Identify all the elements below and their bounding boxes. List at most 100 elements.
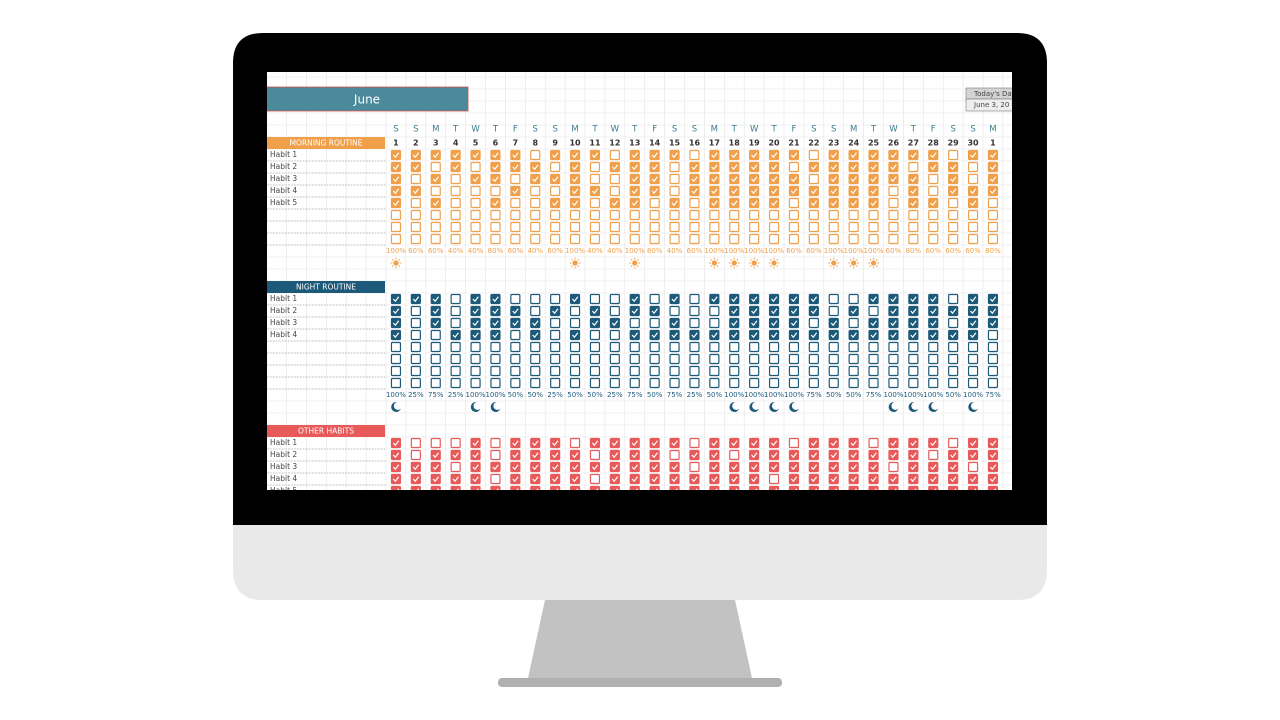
checkbox bbox=[828, 377, 839, 389]
checkmark bbox=[392, 452, 400, 459]
checkbox bbox=[709, 461, 720, 473]
percent-label: 100% bbox=[764, 391, 784, 399]
checkbox bbox=[768, 233, 780, 245]
checkbox bbox=[987, 161, 999, 173]
checkbox bbox=[967, 149, 979, 161]
checkbox bbox=[908, 377, 919, 389]
checkbox bbox=[709, 197, 720, 209]
checkbox bbox=[868, 305, 879, 317]
checkbox bbox=[629, 293, 640, 305]
checkbox bbox=[788, 233, 800, 245]
checkbox bbox=[749, 353, 760, 365]
habit-label: Habit 2 bbox=[270, 306, 297, 315]
checkmark bbox=[591, 464, 599, 471]
checkbox bbox=[689, 365, 700, 377]
checkbox bbox=[629, 341, 640, 353]
checkmark bbox=[930, 476, 937, 483]
checkbox bbox=[928, 365, 939, 377]
checkbox bbox=[490, 209, 501, 221]
checkbox bbox=[450, 449, 461, 461]
checkbox bbox=[689, 329, 700, 341]
percent-label: 80% bbox=[906, 247, 922, 255]
date: 4 bbox=[453, 139, 459, 148]
checkbox bbox=[967, 305, 979, 317]
checkbox bbox=[848, 461, 859, 473]
checkbox bbox=[609, 449, 620, 461]
checkmark bbox=[432, 176, 440, 183]
checkmark bbox=[890, 320, 897, 327]
sun-ray bbox=[391, 265, 394, 268]
checkbox bbox=[709, 329, 720, 341]
checkbox bbox=[390, 377, 402, 389]
checkbox bbox=[928, 341, 939, 353]
checkbox bbox=[848, 173, 859, 185]
percent-label: 75% bbox=[667, 391, 683, 399]
checkmark bbox=[591, 152, 599, 159]
checkbox bbox=[450, 161, 461, 173]
moon-icon bbox=[470, 401, 481, 412]
checkbox bbox=[768, 305, 780, 317]
checkbox bbox=[649, 317, 660, 329]
checkbox bbox=[410, 233, 421, 245]
checkbox bbox=[530, 233, 541, 245]
checkbox bbox=[808, 161, 819, 173]
checkbox bbox=[490, 317, 501, 329]
checkmark bbox=[810, 476, 818, 483]
checkbox bbox=[629, 437, 640, 449]
checkbox bbox=[649, 149, 660, 161]
checkmark bbox=[631, 308, 639, 315]
checkbox bbox=[868, 353, 879, 365]
checkbox bbox=[589, 329, 601, 341]
checkbox bbox=[828, 305, 839, 317]
checkbox bbox=[888, 221, 899, 233]
percent-label: 60% bbox=[925, 247, 941, 255]
sun-core bbox=[572, 260, 578, 266]
checkmark bbox=[970, 188, 977, 195]
weekday: S bbox=[393, 125, 398, 135]
checkbox bbox=[709, 173, 720, 185]
checkbox bbox=[987, 365, 999, 377]
checkmark bbox=[572, 176, 579, 183]
checkbox bbox=[550, 341, 561, 353]
checkmark bbox=[671, 440, 678, 447]
checkbox bbox=[390, 185, 402, 197]
checkbox bbox=[609, 341, 620, 353]
checkmark bbox=[751, 320, 758, 327]
checkbox bbox=[729, 329, 740, 341]
checkbox bbox=[848, 449, 859, 461]
checkmark bbox=[989, 320, 997, 327]
checkbox bbox=[450, 209, 461, 221]
checkbox bbox=[808, 461, 819, 473]
checkbox bbox=[649, 185, 660, 197]
checkbox bbox=[788, 209, 800, 221]
checkmark bbox=[532, 176, 539, 183]
checkmark bbox=[930, 464, 937, 471]
checkmark bbox=[552, 476, 559, 483]
checkmark bbox=[452, 152, 459, 159]
checkbox bbox=[987, 341, 999, 353]
checkbox bbox=[609, 233, 620, 245]
checkbox bbox=[928, 473, 939, 485]
checkbox bbox=[470, 293, 481, 305]
percent-label: 75% bbox=[428, 391, 444, 399]
checkbox bbox=[609, 461, 620, 473]
checkmark bbox=[950, 476, 957, 483]
checkmark bbox=[532, 440, 539, 447]
checkbox bbox=[510, 437, 521, 449]
checkbox bbox=[868, 341, 879, 353]
date: 6 bbox=[493, 139, 499, 148]
sun-ray bbox=[769, 258, 772, 261]
checkmark bbox=[771, 452, 778, 459]
moon-icon bbox=[749, 401, 760, 412]
checkmark bbox=[850, 176, 857, 183]
checkbox bbox=[689, 233, 700, 245]
checkmark bbox=[711, 200, 718, 207]
checkbox bbox=[749, 173, 760, 185]
monitor-base bbox=[498, 678, 782, 687]
checkmark bbox=[711, 452, 718, 459]
checkbox bbox=[908, 365, 919, 377]
checkbox bbox=[530, 317, 541, 329]
checkbox bbox=[808, 341, 819, 353]
checkmark bbox=[731, 188, 738, 195]
checkmark bbox=[731, 464, 738, 471]
